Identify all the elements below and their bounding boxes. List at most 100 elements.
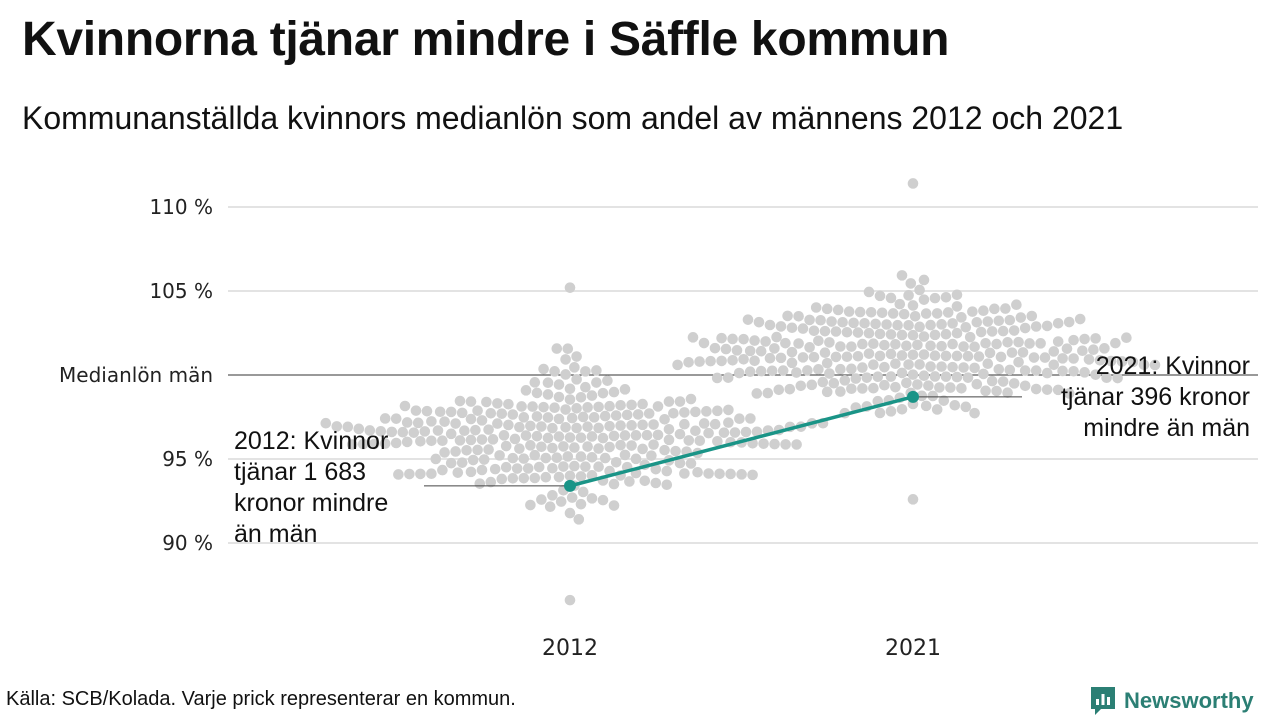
municipality-dot bbox=[566, 492, 578, 503]
highlight-point-2021 bbox=[907, 390, 919, 403]
municipality-dot bbox=[909, 310, 921, 322]
municipality-dot bbox=[476, 464, 488, 476]
municipality-dot bbox=[619, 449, 631, 461]
municipality-dot bbox=[694, 356, 705, 367]
municipality-dot bbox=[709, 342, 721, 354]
municipality-dot bbox=[511, 463, 523, 474]
municipality-dot bbox=[1074, 313, 1086, 325]
municipality-dot bbox=[586, 431, 598, 442]
municipality-dot bbox=[569, 442, 580, 453]
highlight-line bbox=[564, 390, 919, 492]
municipality-dot bbox=[907, 178, 919, 189]
municipality-dot bbox=[819, 325, 831, 337]
municipality-dot bbox=[553, 391, 565, 403]
municipality-dot bbox=[663, 434, 675, 446]
municipality-dot bbox=[914, 359, 925, 370]
municipality-dot bbox=[711, 372, 723, 384]
municipality-dot bbox=[553, 413, 565, 425]
municipality-dot bbox=[610, 457, 622, 468]
municipality-dot bbox=[744, 366, 756, 377]
municipality-dot bbox=[683, 356, 694, 368]
municipality-dot bbox=[668, 407, 679, 419]
municipality-dot bbox=[813, 335, 824, 347]
municipality-dot bbox=[509, 433, 521, 445]
municipality-dot bbox=[769, 343, 780, 354]
municipality-dot bbox=[331, 421, 343, 432]
municipality-dot bbox=[753, 316, 765, 328]
municipality-dot bbox=[958, 362, 969, 373]
municipality-dot bbox=[1048, 359, 1060, 371]
municipality-dot bbox=[531, 411, 543, 422]
municipality-dot bbox=[426, 468, 437, 480]
highlight-series-line bbox=[569, 395, 914, 488]
municipality-dot bbox=[857, 383, 868, 394]
municipality-dot bbox=[503, 419, 514, 431]
municipality-dot bbox=[857, 338, 868, 350]
municipality-dot bbox=[907, 300, 919, 311]
municipality-dot bbox=[474, 478, 486, 489]
municipality-dot bbox=[819, 347, 831, 358]
municipality-dot bbox=[947, 361, 958, 373]
municipality-dot bbox=[357, 438, 369, 450]
municipality-dot bbox=[461, 444, 472, 456]
municipality-dot bbox=[852, 327, 864, 338]
municipality-dot bbox=[586, 452, 598, 463]
municipality-dot bbox=[615, 420, 626, 431]
municipality-dot bbox=[626, 399, 637, 411]
municipality-dot bbox=[841, 326, 853, 338]
municipality-dot bbox=[551, 343, 563, 354]
municipality-dot bbox=[465, 413, 477, 425]
x-tick-label-2021: 2021 bbox=[885, 636, 941, 661]
municipality-dot bbox=[353, 423, 365, 435]
municipality-dot bbox=[879, 379, 890, 391]
municipality-dot bbox=[734, 413, 745, 425]
municipality-dot bbox=[1019, 322, 1031, 334]
municipality-dot bbox=[962, 350, 974, 362]
municipality-dot bbox=[538, 363, 549, 375]
municipality-dot bbox=[714, 468, 725, 480]
municipality-dot bbox=[514, 443, 525, 454]
municipality-dot bbox=[991, 338, 1002, 350]
municipality-dot bbox=[896, 367, 908, 379]
municipality-dot bbox=[540, 452, 552, 464]
municipality-dot bbox=[771, 331, 782, 343]
municipality-dot bbox=[885, 348, 897, 360]
municipality-dot bbox=[892, 319, 903, 331]
municipality-dot bbox=[564, 594, 576, 606]
municipality-dot bbox=[1008, 378, 1020, 389]
municipality-dot bbox=[775, 321, 787, 332]
municipality-dot bbox=[525, 440, 536, 451]
municipality-dot bbox=[1000, 303, 1011, 314]
newsworthy-logo[interactable]: Newsworthy bbox=[1088, 684, 1254, 718]
municipality-dot bbox=[661, 479, 673, 491]
municipality-dot bbox=[560, 369, 571, 380]
municipality-dot bbox=[540, 471, 552, 483]
municipality-dot bbox=[652, 429, 664, 441]
municipality-dot bbox=[426, 416, 437, 427]
municipality-dot bbox=[806, 379, 818, 391]
municipality-dot bbox=[832, 304, 844, 316]
municipality-dot bbox=[898, 308, 910, 320]
municipality-dot bbox=[964, 331, 976, 343]
municipality-dot bbox=[397, 426, 409, 438]
highlight-point-2012 bbox=[564, 479, 576, 492]
municipality-dot bbox=[685, 393, 697, 405]
municipality-dot bbox=[637, 398, 648, 410]
municipality-dot bbox=[566, 412, 578, 424]
municipality-dot bbox=[485, 408, 497, 419]
municipality-dot bbox=[529, 377, 541, 388]
municipality-dot bbox=[751, 426, 763, 438]
municipality-dot bbox=[560, 404, 571, 415]
municipality-dot bbox=[920, 308, 932, 319]
municipality-dot bbox=[575, 451, 587, 462]
municipality-dot bbox=[1015, 312, 1027, 323]
municipality-dot bbox=[588, 412, 600, 423]
municipality-dot bbox=[390, 413, 402, 424]
municipality-dot bbox=[452, 467, 464, 478]
municipality-dot bbox=[716, 332, 727, 344]
municipality-dot bbox=[826, 316, 837, 327]
municipality-dot bbox=[487, 434, 499, 445]
municipality-dot bbox=[690, 425, 701, 437]
municipality-dot bbox=[580, 461, 591, 472]
municipality-dot bbox=[901, 340, 912, 352]
